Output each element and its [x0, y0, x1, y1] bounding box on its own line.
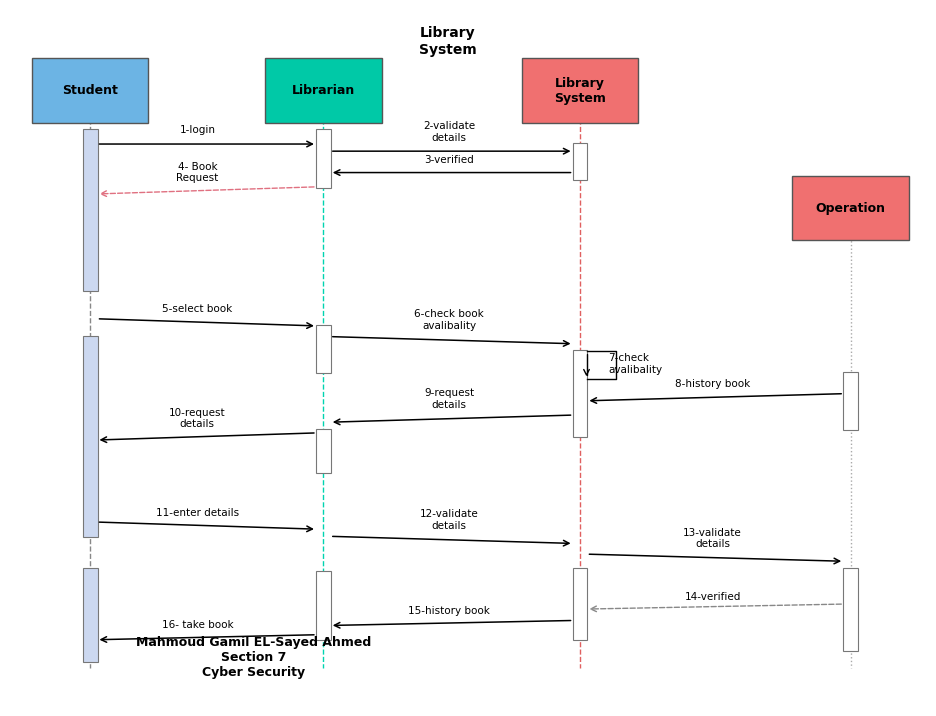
- Text: 15-history book: 15-history book: [408, 606, 490, 616]
- FancyBboxPatch shape: [82, 129, 97, 291]
- Text: 8-history book: 8-history book: [675, 379, 750, 390]
- Text: Student: Student: [62, 84, 118, 97]
- FancyBboxPatch shape: [573, 568, 588, 640]
- Text: Library
System: Library System: [554, 77, 606, 105]
- Text: Mahmoud Gamil EL-Sayed Ahmed
Section 7
Cyber Security: Mahmoud Gamil EL-Sayed Ahmed Section 7 C…: [136, 636, 371, 679]
- Text: Librarian: Librarian: [292, 84, 355, 97]
- FancyBboxPatch shape: [573, 143, 588, 180]
- Text: 12-validate
details: 12-validate details: [420, 509, 478, 531]
- Text: 4- Book
Request: 4- Book Request: [176, 162, 218, 183]
- Text: 9-request
details: 9-request details: [424, 389, 475, 410]
- Text: 6-check book
avalibality: 6-check book avalibality: [415, 309, 484, 331]
- Text: Operation: Operation: [815, 202, 885, 215]
- Text: 7-check
avalibality: 7-check avalibality: [608, 353, 662, 374]
- FancyBboxPatch shape: [792, 176, 909, 241]
- Text: 1-login: 1-login: [180, 125, 215, 135]
- FancyBboxPatch shape: [82, 336, 97, 537]
- FancyBboxPatch shape: [265, 59, 382, 122]
- FancyBboxPatch shape: [573, 350, 588, 437]
- Text: 16- take book: 16- take book: [162, 621, 233, 631]
- Text: 3-verified: 3-verified: [424, 155, 475, 165]
- FancyBboxPatch shape: [843, 568, 858, 651]
- Text: 10-request
details: 10-request details: [169, 407, 226, 430]
- FancyBboxPatch shape: [315, 429, 330, 473]
- Text: 5-select book: 5-select book: [162, 304, 232, 314]
- Text: 2-validate
details: 2-validate details: [423, 121, 475, 142]
- FancyBboxPatch shape: [315, 129, 330, 188]
- FancyBboxPatch shape: [843, 372, 858, 430]
- FancyBboxPatch shape: [32, 59, 149, 122]
- FancyBboxPatch shape: [315, 571, 330, 640]
- FancyBboxPatch shape: [521, 59, 638, 122]
- Text: 11-enter details: 11-enter details: [155, 508, 239, 518]
- Text: Library
System: Library System: [418, 26, 476, 57]
- Text: 14-verified: 14-verified: [684, 592, 740, 602]
- Text: 13-validate
details: 13-validate details: [683, 528, 742, 549]
- FancyBboxPatch shape: [82, 568, 97, 662]
- FancyBboxPatch shape: [315, 325, 330, 373]
